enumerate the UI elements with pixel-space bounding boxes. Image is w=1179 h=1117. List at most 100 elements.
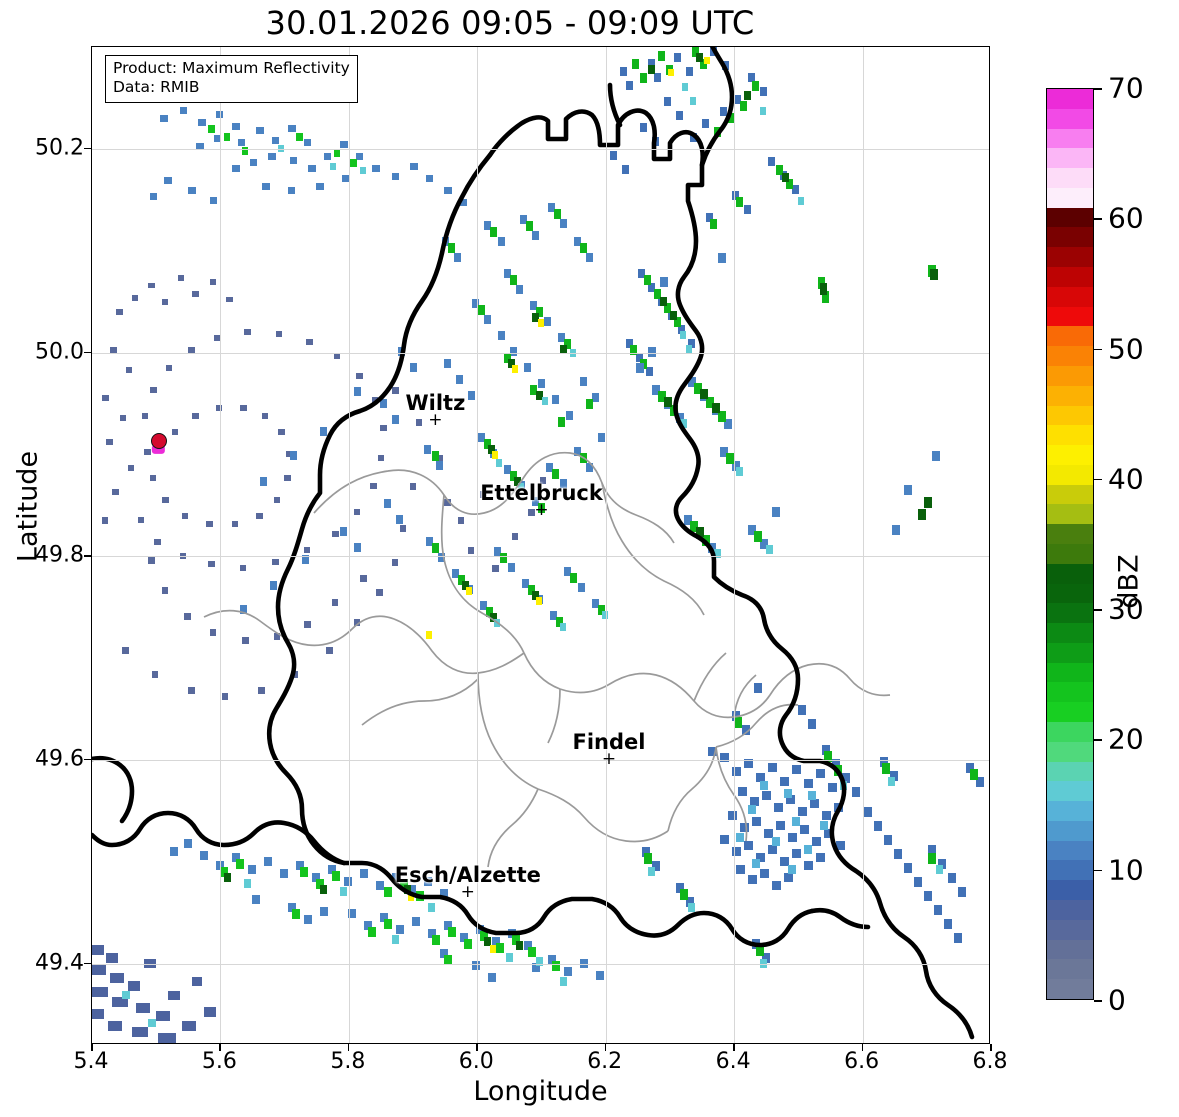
echo-group-sw-corner-cyan (122, 991, 156, 1027)
colorbar-band-27 (1047, 623, 1093, 643)
legend-product-line: Product: Maximum Reflectivity (113, 59, 350, 77)
city-marker-ettelbruck: + (534, 500, 549, 520)
xtick-label-5: 6.4 (715, 1049, 751, 1074)
info-legend-box: Product: Maximum Reflectivity Data: RMIB (105, 55, 358, 103)
colorbar-band-21 (1047, 504, 1093, 525)
echo-group-se-streaks-green (644, 717, 978, 956)
gridline-lon-5.8 (348, 47, 350, 1043)
ytickmark-50.0 (84, 351, 91, 353)
echo-group-central-green (432, 209, 605, 627)
cbar-tickmark-30 (1094, 609, 1102, 611)
cbar-tickmark-0 (1094, 1000, 1102, 1002)
xtickmark-5.6 (219, 1044, 221, 1051)
colorbar-band-30 (1047, 682, 1093, 703)
echo-group-se-streaks (642, 683, 984, 963)
ytickmark-49.4 (84, 962, 91, 964)
radar-site-halo (152, 444, 166, 454)
cbar-tick-label-0: 70 (1108, 71, 1144, 105)
colorbar-band-22 (1047, 524, 1093, 544)
gridline-lat-50.2 (92, 148, 989, 150)
colorbar-band-35 (1047, 781, 1093, 802)
xtickmark-6.0 (476, 1044, 478, 1051)
cbar-tick-label-4: 30 (1108, 592, 1144, 626)
ytick-label-1: 50.0 (35, 339, 84, 364)
plot-inner: Product: Maximum Reflectivity Data: RMIB… (92, 47, 989, 1043)
echo-group-central-yellow (426, 319, 544, 639)
gridline-lat-49.6 (92, 759, 989, 761)
national-borders (92, 47, 975, 1040)
colorbar-band-44 (1047, 959, 1093, 980)
cbar-tickmark-10 (1094, 869, 1102, 872)
echo-group-ne-darkgreen (648, 53, 827, 320)
gridline-lat-49.8 (92, 556, 989, 558)
cbar-tick-label-5: 20 (1108, 722, 1144, 756)
xtickmark-6.4 (733, 1044, 735, 1051)
colorbar-band-32 (1047, 722, 1093, 742)
colorbar-band-8 (1047, 247, 1093, 268)
cbar-tick-label-1: 60 (1108, 201, 1144, 235)
colorbar-band-42 (1047, 919, 1093, 940)
echo-group-nw-band-green (208, 125, 357, 167)
colorbar-label: dBZ (1113, 554, 1145, 609)
city-marker-esch-alzette: + (460, 882, 475, 902)
echo-group-ne-cyan (680, 83, 804, 353)
colorbar-band-23 (1047, 543, 1093, 564)
echo-group-east-green (658, 265, 936, 546)
gridline-lon-6.4 (734, 47, 736, 1043)
xtick-label-7: 6.8 (972, 1049, 1008, 1074)
colorbar-band-0 (1047, 89, 1093, 109)
cbar-tick-label-3: 40 (1108, 462, 1144, 496)
echo-group-sw-yellow (408, 893, 496, 953)
gridline-lat-50.0 (92, 352, 989, 354)
radar-reflectivity-layer (92, 47, 984, 1043)
colorbar-band-1 (1047, 108, 1093, 129)
colorbar-band-4 (1047, 168, 1093, 188)
colorbar-band-38 (1047, 840, 1093, 861)
ytick-label-3: 49.6 (35, 746, 84, 772)
xtick-label-4: 6.2 (587, 1049, 623, 1074)
colorbar-band-19 (1047, 464, 1093, 485)
colorbar-band-15 (1047, 385, 1093, 406)
echo-group-se-block-lt (736, 781, 828, 874)
cbar-tickmark-60 (1094, 218, 1102, 220)
ytickmark-50.2 (84, 147, 91, 150)
colorbar-band-40 (1047, 880, 1093, 901)
colorbar-band-14 (1047, 365, 1093, 386)
colorbar-band-25 (1047, 583, 1093, 604)
colorbar-band-29 (1047, 662, 1093, 683)
ytickmark-49.8 (84, 555, 91, 557)
cbar-tickmark-20 (1094, 739, 1102, 741)
echo-group-east-darkgreen (664, 269, 938, 537)
xtickmark-6.2 (604, 1044, 607, 1051)
x-axis-label: Longitude (473, 1076, 608, 1107)
radar-site-marker (151, 432, 168, 449)
colorbar-band-13 (1047, 346, 1093, 366)
colorbar-band-36 (1047, 801, 1093, 821)
colorbar-band-20 (1047, 484, 1093, 505)
xtickmark-5.4 (91, 1044, 93, 1051)
colorbar-band-18 (1047, 445, 1093, 465)
echo-group-east-cyan (680, 419, 773, 558)
colorbar-band-7 (1047, 227, 1093, 248)
echo-group-nw-band-cyan (278, 145, 366, 174)
xtick-label-0: 5.4 (73, 1049, 109, 1074)
city-marker-findel: + (601, 749, 617, 769)
city-label-wiltz: Wiltz (405, 391, 466, 415)
gridline-lat-49.4 (92, 963, 989, 965)
colorbar-band-16 (1047, 405, 1093, 426)
colorbar-band-28 (1047, 642, 1093, 663)
colorbar-band-37 (1047, 820, 1093, 841)
xtick-label-2: 5.8 (330, 1049, 366, 1074)
colorbar-band-17 (1047, 425, 1093, 446)
echo-group-ne-yellow (668, 57, 710, 76)
colorbar-band-9 (1047, 267, 1093, 287)
colorbar-band-3 (1047, 148, 1093, 169)
ytick-label-2: 49.8 (35, 542, 84, 568)
colorbar-band-41 (1047, 900, 1093, 920)
page-title: 30.01.2026 09:05 - 09:09 UTC (265, 4, 755, 42)
cbar-tickmark-70 (1094, 88, 1102, 90)
xtickmark-6.8 (990, 1044, 992, 1051)
city-label-findel: Findel (572, 729, 646, 754)
colorbar-band-11 (1047, 306, 1093, 327)
